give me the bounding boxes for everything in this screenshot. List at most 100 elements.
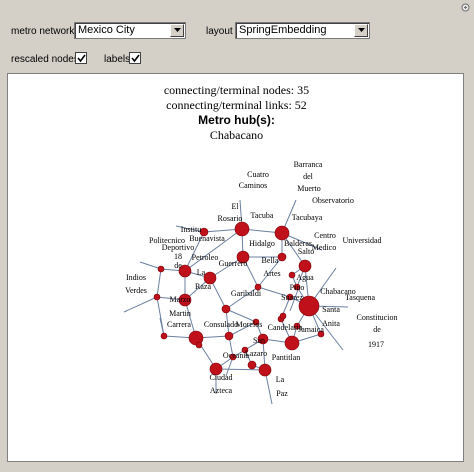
metro-link xyxy=(184,228,243,272)
station-label: El xyxy=(231,202,239,211)
station-node xyxy=(254,283,262,291)
station-label: del xyxy=(303,172,314,181)
station-label: Constitucion xyxy=(357,313,398,322)
hub-name: Chabacano xyxy=(209,128,264,142)
station-label: Deportivo xyxy=(162,243,194,252)
metro-link xyxy=(175,225,205,233)
station-label: Institu xyxy=(181,225,201,234)
station-label: Salto xyxy=(298,247,314,256)
station-node xyxy=(178,264,192,278)
station-label: Ciudad xyxy=(209,373,232,382)
metro-network-select[interactable]: Mexico City xyxy=(74,22,186,39)
station-node xyxy=(277,252,287,262)
chevron-down-icon xyxy=(358,28,365,32)
station-label: 18 xyxy=(174,252,182,261)
station-label: Candelaria xyxy=(268,323,303,332)
station-label: Politecnico xyxy=(149,236,185,245)
labels-checkbox[interactable] xyxy=(129,52,141,64)
station-label: Martin xyxy=(169,309,191,318)
rescaled-nodes-label: rescaled nodes xyxy=(11,54,79,65)
station-label: Barranca xyxy=(294,160,323,169)
station-label: Balderas xyxy=(284,239,312,248)
station-label: Chabacano xyxy=(320,287,356,296)
chevron-down-icon xyxy=(174,28,181,32)
station-label: Rosario xyxy=(218,214,243,223)
checkmark-icon xyxy=(77,54,86,63)
station-label: Muerto xyxy=(297,184,321,193)
station-label: Carrera xyxy=(167,320,191,329)
station-node xyxy=(317,330,325,338)
metro-network-dropdown-button[interactable] xyxy=(170,24,184,37)
metro-link xyxy=(228,321,257,337)
layout-value: SpringEmbedding xyxy=(239,24,327,36)
metro-link xyxy=(123,296,158,313)
station-node xyxy=(203,271,217,285)
metro-link xyxy=(225,356,234,377)
metro-link xyxy=(209,256,244,279)
output-pane: connecting/terminal nodes: 35 connecting… xyxy=(7,73,464,462)
metro-network-value: Mexico City xyxy=(78,24,135,36)
station-label: Azteca xyxy=(210,386,233,395)
station-label: Caminos xyxy=(239,181,267,190)
station-node xyxy=(221,304,231,314)
station-node xyxy=(284,335,300,351)
station-label: de xyxy=(174,261,182,270)
station-label: Anita xyxy=(322,319,340,328)
metro-link xyxy=(156,296,165,337)
layout-dropdown-button[interactable] xyxy=(354,24,368,37)
station-label: Marzo xyxy=(170,295,191,304)
station-label: Santa xyxy=(322,305,340,314)
layout-select[interactable]: SpringEmbedding xyxy=(235,22,370,39)
station-label: Hidalgo xyxy=(249,239,275,248)
station-node xyxy=(252,318,260,326)
station-node xyxy=(195,341,203,349)
station-node xyxy=(286,293,294,301)
station-node xyxy=(288,271,296,279)
station-node xyxy=(236,250,250,264)
station-label: Lazaro xyxy=(245,349,267,358)
station-label: Jamaica xyxy=(298,325,324,334)
station-node xyxy=(178,293,192,307)
station-node xyxy=(247,360,257,370)
station-label: Agua xyxy=(296,273,314,282)
station-node xyxy=(257,333,269,345)
checkmark-icon xyxy=(131,54,140,63)
station-label: Guerrero xyxy=(219,259,248,268)
station-label: Observatorio xyxy=(312,196,354,205)
station-label: Pantitlan xyxy=(272,353,300,362)
links-count: connecting/terminal links: 52 xyxy=(166,98,307,112)
station-node xyxy=(153,293,161,301)
station-node xyxy=(157,265,165,273)
station-label: Paz xyxy=(276,389,288,398)
station-label: Universidad xyxy=(342,236,381,245)
station-node xyxy=(199,227,209,237)
station-label: de xyxy=(373,325,381,334)
metro-link xyxy=(225,286,259,310)
station-node xyxy=(279,312,287,320)
station-node xyxy=(209,362,223,376)
labels-label: labels xyxy=(104,54,131,65)
rescaled-nodes-checkbox[interactable] xyxy=(75,52,87,64)
station-label: Centro xyxy=(314,231,336,240)
station-label: Tacuba xyxy=(251,211,274,220)
station-node xyxy=(293,322,301,330)
station-label: Oceania xyxy=(223,351,250,360)
station-label: Tacubaya xyxy=(292,213,323,222)
metro-network-label: metro network xyxy=(11,26,75,37)
station-label: Medico xyxy=(312,243,336,252)
station-label: Consulado xyxy=(204,320,238,329)
metro-link xyxy=(225,308,230,337)
station-node xyxy=(224,331,234,341)
station-label: San xyxy=(253,336,265,345)
station-label: Morelos xyxy=(236,320,263,329)
metro-link xyxy=(257,286,291,298)
station-label: Artes xyxy=(263,269,280,278)
station-label: La xyxy=(276,375,285,384)
station-node xyxy=(298,259,312,273)
station-node xyxy=(234,221,250,237)
station-label: La xyxy=(197,268,206,277)
options-icon[interactable] xyxy=(461,3,470,12)
station-node xyxy=(298,295,320,317)
hubs-heading: Metro hub(s): xyxy=(198,113,275,127)
